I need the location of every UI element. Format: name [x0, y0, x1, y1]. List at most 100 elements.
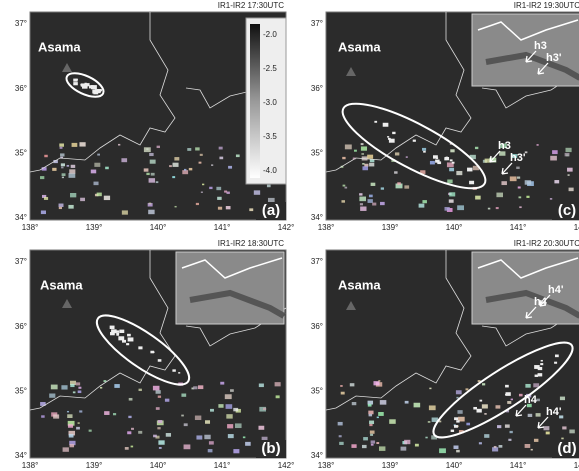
cloud-pixel [381, 187, 384, 189]
cloud-pixel [352, 402, 357, 405]
ash-pixel [467, 168, 472, 172]
cloud-pixel [361, 146, 367, 150]
cloud-pixel [519, 206, 521, 208]
cloud-pixel [338, 422, 343, 426]
ash-pixel [413, 140, 416, 142]
cloud-pixel [149, 153, 153, 156]
cloud-pixel [543, 426, 549, 430]
cloud-pixel [217, 197, 222, 200]
cloud-pixel [226, 206, 231, 209]
cloud-pixel [380, 202, 385, 205]
cloud-pixel [69, 434, 74, 437]
cloud-pixel [148, 210, 154, 215]
lon-tick-label: 140° [446, 461, 463, 470]
cloud-pixel [78, 390, 82, 393]
panel-label: (a) [262, 202, 280, 219]
cloud-pixel [72, 143, 78, 147]
cloud-pixel [568, 174, 570, 175]
panel-label: (d) [557, 440, 576, 457]
cloud-pixel [139, 389, 142, 391]
ash-pixel [454, 425, 458, 428]
map-panel: IR1-IR2 17:30UTC138°139°140°141°142°37°3… [15, 1, 294, 232]
lat-tick-label: 36° [311, 322, 323, 331]
cloud-pixel [376, 442, 379, 444]
cloud-pixel [341, 200, 345, 202]
ash-pixel [128, 337, 134, 341]
map-panel: IR1-IR2 18:30UTC138°139°140°141°142°37°3… [15, 239, 294, 470]
cloud-pixel [415, 444, 419, 447]
cloud-pixel [104, 411, 109, 415]
cloud-pixel [360, 203, 363, 205]
cloud-pixel [122, 210, 128, 214]
cloud-pixel [499, 445, 503, 448]
cloud-pixel [144, 147, 151, 152]
cloud-pixel [339, 435, 342, 437]
cloud-pixel [475, 196, 481, 200]
ash-pixel [116, 332, 119, 334]
colorbar-tick-label: -2.5 [263, 64, 277, 73]
cloud-pixel [369, 163, 374, 167]
cloud-pixel [354, 150, 357, 152]
cloud-pixel [224, 191, 227, 193]
cloud-pixel [526, 196, 529, 198]
ash-pixel [172, 369, 175, 371]
cloud-pixel [394, 171, 397, 173]
lat-tick-label: 35° [311, 386, 323, 395]
cloud-pixel [150, 160, 156, 164]
cloud-pixel [184, 423, 188, 426]
cloud-pixel [235, 423, 242, 428]
cloud-pixel [258, 426, 264, 430]
ash-pixel [450, 159, 453, 161]
cloud-pixel [368, 404, 372, 407]
cloud-pixel [510, 431, 513, 433]
cloud-pixel [156, 181, 159, 183]
cloud-pixel [456, 171, 462, 175]
ash-pixel [538, 373, 543, 376]
cloud-pixel [149, 203, 152, 205]
cloud-pixel [184, 444, 191, 449]
cloud-pixel [401, 447, 407, 451]
cloud-pixel [479, 442, 482, 444]
cloud-pixel [97, 154, 100, 156]
cloud-pixel [78, 422, 80, 424]
ash-pixel [454, 417, 458, 420]
ash-pixel [505, 385, 509, 388]
cloud-pixel [507, 401, 511, 404]
lat-tick-label: 37° [311, 257, 323, 266]
cloud-pixel [404, 440, 410, 444]
cloud-pixel [536, 413, 541, 417]
cloud-pixel [68, 205, 73, 209]
cloud-pixel [364, 164, 368, 167]
cloud-pixel [263, 408, 266, 410]
cloud-pixel [200, 154, 203, 156]
cloud-pixel [195, 147, 199, 150]
ash-pixel [435, 160, 440, 163]
cloud-pixel [378, 380, 380, 381]
cloud-pixel [59, 207, 62, 209]
cloud-pixel [60, 147, 63, 149]
cloud-pixel [228, 166, 232, 169]
lon-tick-label: 138° [22, 461, 39, 470]
cloud-pixel [173, 163, 179, 167]
cloud-pixel [193, 386, 197, 389]
cloud-pixel [525, 384, 530, 388]
ash-pixel [469, 181, 474, 184]
cloud-pixel [368, 401, 374, 405]
cloud-pixel [68, 424, 73, 428]
cloud-pixel [49, 393, 55, 397]
cloud-pixel [158, 440, 164, 444]
cloud-pixel [369, 421, 374, 424]
lon-tick-label: 138° [318, 461, 335, 470]
lon-tick-label: 140° [446, 223, 463, 232]
ash-pixel [388, 138, 391, 140]
ash-pixel [392, 132, 395, 134]
cloud-pixel [40, 176, 44, 179]
cloud-pixel [199, 162, 202, 164]
cloud-pixel [533, 383, 539, 387]
cloud-pixel [508, 439, 511, 441]
lon-tick-label: 142° [574, 223, 579, 232]
cloud-pixel [93, 182, 98, 186]
cloud-pixel [517, 177, 520, 179]
colorbar-tick-label: -2.0 [263, 30, 277, 39]
lat-tick-label: 37° [311, 19, 323, 28]
